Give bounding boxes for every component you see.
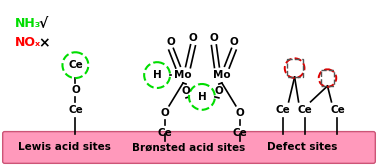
Text: NOₓ: NOₓ [15,36,41,49]
Text: Lewis acid sites: Lewis acid sites [18,142,111,153]
Text: Ce: Ce [330,105,345,115]
Text: O: O [189,33,197,43]
Text: O: O [71,85,80,95]
Text: Mo: Mo [213,70,231,80]
Text: Ce: Ce [68,105,83,115]
Text: O: O [161,108,169,118]
Bar [321,70,335,86]
Text: O: O [167,37,175,47]
Text: O: O [235,108,244,118]
Text: O: O [214,86,223,96]
Text: O: O [209,33,218,43]
Text: H: H [153,70,161,80]
Text: √: √ [39,17,48,31]
Text: Ce: Ce [232,128,247,138]
Text: Ce: Ce [275,105,290,115]
Text: ×: × [39,36,50,50]
Text: Mo: Mo [174,70,192,80]
FancyBboxPatch shape [3,132,375,163]
Text: O: O [229,37,238,47]
Text: Brønsted acid sites: Brønsted acid sites [132,142,246,153]
Text: Ce: Ce [68,60,83,70]
Text: Defect sites: Defect sites [267,142,337,153]
Text: Ce: Ce [297,105,312,115]
Text: NH₃: NH₃ [15,17,41,30]
Text: Ce: Ce [158,128,172,138]
Text: O: O [182,86,191,96]
Text: H: H [198,92,206,102]
Bar [287,59,302,77]
